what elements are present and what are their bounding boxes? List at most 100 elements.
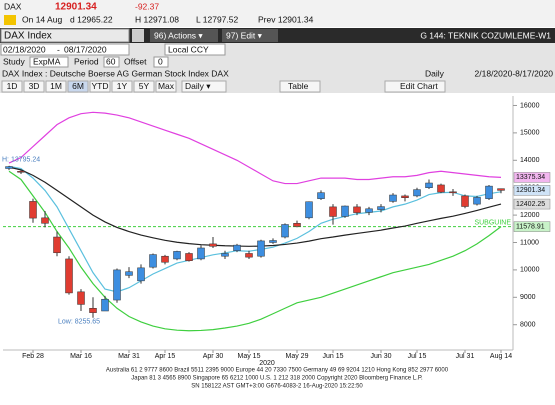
change: -92.37 <box>135 1 159 11</box>
interval-button[interactable] <box>181 80 227 93</box>
period-box[interactable] <box>103 56 120 68</box>
currency-box[interactable] <box>164 43 226 56</box>
candle-body <box>173 251 181 260</box>
candle-body <box>29 201 37 219</box>
currency[interactable]: Local CCY <box>168 44 209 54</box>
range-button[interactable] <box>133 80 155 93</box>
dropdown[interactable] <box>132 29 144 42</box>
y-tick-label: 15000 <box>520 130 540 137</box>
candle-body <box>101 298 109 312</box>
range-label[interactable]: 1D <box>7 81 18 91</box>
range-button[interactable] <box>111 80 133 93</box>
candle-body <box>305 201 313 219</box>
y-tick-label: 11000 <box>520 239 539 246</box>
button-row: 1D 3D 1M 6M YTD 1Y 5Y Max <box>1 80 177 93</box>
offset[interactable]: 0 <box>158 56 163 66</box>
candle-body <box>353 206 361 213</box>
candle-body <box>377 206 385 210</box>
price-flag-label: 12402.25 <box>516 201 545 208</box>
range-button[interactable] <box>1 80 23 93</box>
offset-box[interactable] <box>153 56 169 68</box>
candle-body <box>425 182 433 188</box>
candle-body <box>53 236 61 254</box>
frequency: Daily <box>425 68 445 78</box>
study-box[interactable] <box>29 56 69 68</box>
candle-body <box>473 197 481 205</box>
range-button[interactable] <box>23 80 45 93</box>
ticker: DAX <box>4 1 22 11</box>
x-tick-label: Mar 16 <box>70 353 92 360</box>
security-box[interactable] <box>0 28 130 43</box>
range-label[interactable]: YTD <box>92 81 109 91</box>
edit-chart[interactable]: Edit Chart <box>400 81 438 91</box>
candle-body <box>365 208 373 213</box>
low: L 12797.52 <box>196 14 238 24</box>
price-flag <box>513 172 551 183</box>
range-button[interactable] <box>89 80 111 93</box>
reference-label: SUBGUINE <box>474 219 511 226</box>
x-tick-label: Jun 30 <box>370 353 391 360</box>
quote-date: On 14 Aug <box>22 14 62 24</box>
icon <box>4 15 16 25</box>
actions-button[interactable] <box>150 29 218 42</box>
x-tick-label: Apr 30 <box>203 353 224 360</box>
year-label: 2020 <box>259 360 275 367</box>
range-button[interactable] <box>67 80 89 93</box>
interval[interactable]: Daily ▾ <box>185 81 211 91</box>
range-label[interactable]: 1M <box>50 81 62 91</box>
prev: Prev 12901.34 <box>258 14 314 24</box>
study-line <box>8 166 502 247</box>
x-tick-label: May 15 <box>238 353 261 360</box>
range-button[interactable] <box>45 80 67 93</box>
range-label[interactable]: 3D <box>29 81 40 91</box>
candle-body <box>281 224 289 238</box>
candle-body <box>221 253 229 257</box>
candle-body <box>113 269 121 301</box>
candle-body <box>77 291 85 305</box>
edit[interactable]: 97) Edit ▾ <box>226 30 263 40</box>
candle-body <box>401 195 409 198</box>
candle-body <box>41 217 49 224</box>
candle-body <box>185 253 193 261</box>
table-button[interactable] <box>279 80 321 93</box>
x-tick-label: Jun 15 <box>322 353 343 360</box>
candle-body <box>341 205 349 217</box>
candle-body <box>197 247 205 260</box>
annotation: Low: 8255.65 <box>58 319 100 326</box>
study-line <box>8 111 502 185</box>
y-tick-label: 16000 <box>520 102 540 109</box>
candle-body <box>89 308 97 313</box>
candle-body <box>65 258 73 294</box>
study[interactable]: ExpMA <box>33 56 61 66</box>
period[interactable]: 60 <box>106 56 116 66</box>
x-tick-label: Feb 28 <box>22 353 44 360</box>
footer-line: Japan 81 3 4565 8900 Singapore 65 6212 1… <box>131 376 423 382</box>
date-box[interactable] <box>0 43 130 56</box>
security[interactable]: DAX Index <box>4 31 52 42</box>
edit-button[interactable] <box>222 29 278 42</box>
range-label[interactable]: 1Y <box>117 81 128 91</box>
range-label[interactable]: 6M <box>72 81 84 91</box>
edit-chart-button[interactable] <box>384 80 446 93</box>
annotation: H: 13795.24 <box>2 157 40 164</box>
price-flag <box>513 185 551 196</box>
range-label[interactable]: 5Y <box>139 81 150 91</box>
study-line <box>8 170 502 332</box>
candle-body <box>5 166 13 169</box>
y-tick-label: 8000 <box>520 322 536 329</box>
x-tick-label: Jul 15 <box>408 353 427 360</box>
candle-body <box>233 244 241 251</box>
y-tick-label: 14000 <box>520 157 540 164</box>
date-range: 2/18/2020-8/17/2020 <box>475 68 554 78</box>
candle-body <box>485 185 493 199</box>
study-label: Study <box>3 56 25 66</box>
end-date[interactable]: 08/17/2020 <box>64 44 107 54</box>
range-button[interactable] <box>155 80 177 93</box>
table[interactable]: Table <box>288 81 309 91</box>
range-label[interactable]: Max <box>158 81 175 91</box>
price-flag <box>513 221 551 232</box>
start-date[interactable]: 02/18/2020 <box>3 44 46 54</box>
actions[interactable]: 96) Actions ▾ <box>154 30 203 40</box>
